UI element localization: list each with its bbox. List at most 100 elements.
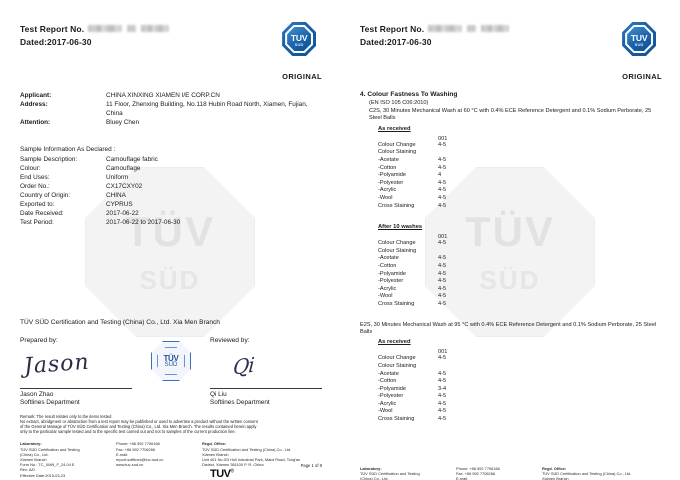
result-name: -Cotton — [378, 164, 397, 171]
page-header-left: Test Report No. Dated: 2017-06-30 — [20, 22, 322, 81]
result-name: -Acrylic — [378, 400, 397, 407]
sample-row: Test Period: 2017-06-22 to 2017-06-30 — [20, 218, 322, 227]
redacted-report-number-part1 — [428, 25, 463, 32]
reviewed-by-name: Qi Liu — [210, 391, 227, 398]
page-left: TÜV SÜD Test Report No. Dated: 2017-06-3… — [20, 22, 322, 480]
section-standard: (EN ISO 105 C06:2010) — [369, 100, 429, 106]
result-row: Colour Change 4-5 — [360, 240, 662, 248]
sample-value: CX17CXY02 — [106, 183, 143, 190]
result-value: 4-5 — [438, 270, 447, 277]
footer-line: Effective Date:2015-03-23 — [20, 472, 66, 478]
sample-key: Sample Description: — [20, 156, 78, 163]
footer-line: Laboratory: — [20, 441, 42, 447]
result-block: E2S, 30 Minutes Mechanical Wash at 95 °C… — [360, 322, 662, 424]
page-header-right: Test Report No. Dated: 2017-06-30 — [360, 22, 662, 81]
remark-block: Remark: The result relates only to the i… — [20, 414, 322, 434]
footer-line: Form No.: TC_XMN_F_24.04 E — [20, 462, 75, 468]
result-row: -Polyamide 3-4 — [360, 386, 662, 394]
specimen-header: 001 — [438, 135, 448, 142]
test-condition: E2S, 30 Minutes Mechanical Wash at 95 °C… — [360, 321, 657, 335]
prepared-by-signature-rule — [20, 388, 132, 389]
result-name: -Acrylic — [378, 285, 397, 292]
page-footer-left: Laboratory: TÜV SÜD Certification and Te… — [20, 441, 322, 480]
address-row: Address: 11 Floor, Zhenxing Building, No… — [20, 100, 322, 118]
footer-laboratory-column: Laboratory: TÜV SÜD Certification and Te… — [360, 466, 456, 480]
footer-line: Xiamen Branch — [20, 456, 47, 462]
certification-entity-line: TÜV SÜD Certification and Testing (China… — [20, 319, 220, 326]
signature-prepared-by: Prepared by: Jason Jason Zhao Softlines … — [20, 337, 155, 406]
reviewed-by-signature-text: Qi — [232, 352, 255, 380]
stamp-mark-text: TÜV — [163, 354, 179, 363]
logo-sub-text: SUD — [294, 42, 304, 47]
result-row: -Cotton 4-5 — [360, 263, 662, 271]
redacted-report-number-part3 — [141, 25, 170, 32]
result-value — [438, 149, 662, 157]
specimen-header: 001 — [438, 349, 448, 356]
attention-row: Attention: Bluey Chen — [20, 118, 322, 127]
result-row: -Acrylic 4-5 — [360, 187, 662, 195]
footer-logo-text: TUV — [210, 468, 231, 480]
result-row: -Acetate 4-5 — [360, 157, 662, 165]
sample-key: End Uses: — [20, 174, 50, 181]
footer-line: Fax: +86 592 7706266 — [116, 446, 156, 452]
footer-laboratory-column: Laboratory: TÜV SÜD Certification and Te… — [20, 441, 116, 477]
address-key: Address: — [20, 101, 48, 108]
spacer — [20, 127, 322, 135]
result-name: -Wool — [378, 408, 393, 415]
footer-line: TÜV SÜD Certification and Testing (China… — [202, 446, 292, 452]
sample-information-block: Sample Information As Declared : Sample … — [20, 145, 322, 227]
report-number-label: Test Report No. — [20, 24, 85, 34]
footer-email[interactable]: report.softlines@tuv-sud.cn — [116, 456, 164, 462]
footer-contact-column: Phone: +86 592 7706166 Fax: +86 592 7706… — [116, 441, 202, 477]
sample-value: 2017-06-22 — [106, 210, 139, 217]
result-value: 3-4 — [438, 385, 447, 392]
result-value: 4-5 — [438, 408, 447, 415]
result-name: -Acrylic — [378, 187, 397, 194]
result-name: -Wool — [378, 293, 393, 300]
result-value: 4-5 — [438, 293, 447, 300]
sample-row: End Uses: Uniform — [20, 173, 322, 182]
result-name: -Polyester — [378, 278, 404, 285]
result-name: -Acetate — [378, 370, 399, 377]
footer-line: Rev: A/0 — [20, 467, 35, 473]
result-block: C2S, 30 Minutes Mechanical Wash at 60 °C… — [360, 108, 662, 210]
result-row: -Cotton 4-5 — [360, 378, 662, 386]
sample-key: Date Received: — [20, 210, 64, 217]
result-value: 4-5 — [438, 370, 447, 377]
footer-line: TÜV SÜD Certification and Testing — [360, 470, 420, 476]
result-value: 4-5 — [438, 202, 447, 209]
footer-website[interactable]: www.tuv-sud.cn — [116, 462, 144, 468]
result-row: Colour Staining — [360, 248, 662, 256]
result-value — [438, 248, 662, 256]
result-name: -Polyamide — [378, 385, 406, 392]
stamp-inner-octagon — [157, 347, 185, 375]
sample-key: Order No.: — [20, 183, 50, 190]
result-row: Cross Staining 4-5 — [360, 416, 662, 424]
reviewed-by-signature-rule — [210, 388, 322, 389]
applicant-value: CHINA XINXING XIAMEN I/E CORP.CN — [106, 92, 220, 99]
result-value: 4-5 — [438, 164, 447, 171]
footer-contact-column: Phone: +86 592 7706166 Fax: +86 592 7706… — [456, 466, 542, 480]
result-row: Colour Change 4-5 — [360, 142, 662, 150]
sample-value: Camouflage — [106, 165, 141, 172]
result-name: -Wool — [378, 194, 393, 201]
result-name: Colour Change — [378, 240, 416, 247]
report-identity-left: Test Report No. Dated: 2017-06-30 — [20, 22, 170, 47]
footer-line: Fax: +86 592 7706266 — [456, 470, 496, 476]
prepared-by-label: Prepared by: — [20, 337, 58, 344]
remark-line: Remark: The result relates only to the i… — [20, 414, 112, 419]
sample-row: Sample Description: Camouflage fabric — [20, 155, 322, 164]
result-value: 4-5 — [438, 240, 447, 247]
result-row: -Wool 4-5 — [360, 293, 662, 301]
result-name: -Polyester — [378, 179, 404, 186]
footer-line: District, Xiamen 361100 P. R. China — [202, 462, 264, 468]
logo-octagon-core: TUV SUD — [627, 27, 652, 51]
report-date-line: Dated: 2017-06-30 — [360, 37, 509, 47]
result-row: Colour Staining — [360, 363, 662, 371]
result-value: 4-5 — [438, 141, 447, 148]
result-value: 4-5 — [438, 393, 447, 400]
report-number-line: Test Report No. — [20, 24, 170, 34]
report-date-value: 2017-06-30 — [47, 37, 92, 47]
reviewed-by-signature-image: Qi — [187, 344, 322, 388]
brand-block-left: TUV SUD ORIGINAL — [282, 22, 322, 81]
